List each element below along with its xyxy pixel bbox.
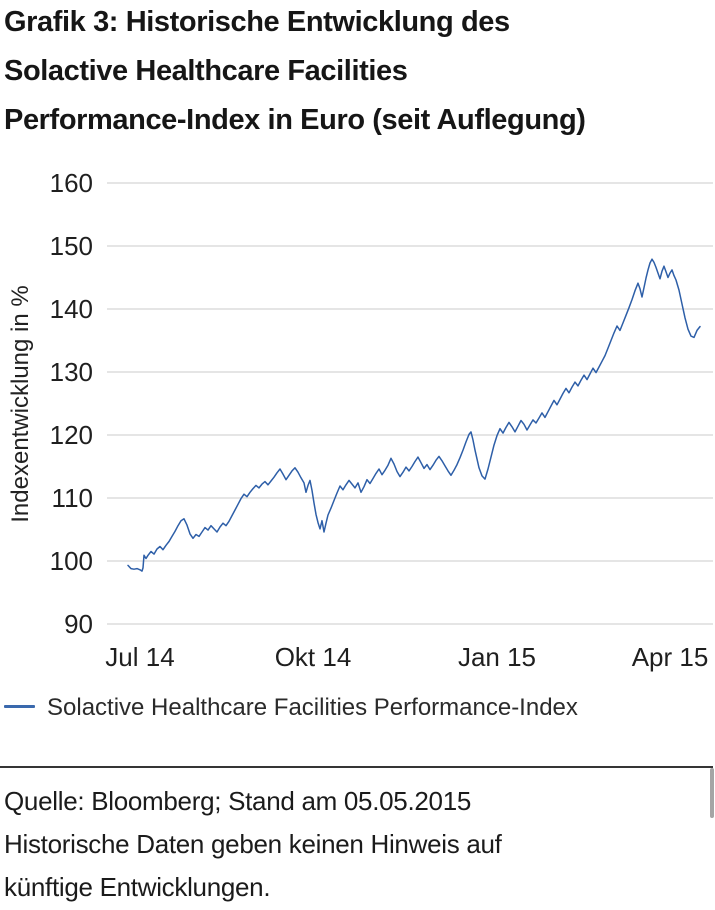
legend-label: Solactive Healthcare Facilities Performa…: [47, 694, 578, 721]
y-tick-label: 130: [49, 357, 93, 387]
y-tick-label: 100: [49, 546, 93, 576]
section-divider: [0, 766, 713, 768]
x-tick-label: Jul 14: [105, 642, 175, 672]
y-tick-label: 120: [49, 420, 93, 450]
scrollbar-thumb[interactable]: [710, 768, 714, 818]
x-tick-label: Okt 14: [274, 642, 352, 672]
y-tick-label: 150: [49, 231, 93, 261]
series-line: [127, 258, 701, 572]
y-tick-label: 110: [51, 483, 93, 513]
legend-line-marker: [4, 705, 35, 708]
y-tick-label: 90: [64, 609, 93, 639]
x-tick-label: Apr 15: [631, 642, 709, 672]
y-tick-label: 160: [49, 168, 93, 198]
source-note: Quelle: Bloomberg; Stand am 05.05.2015: [4, 786, 472, 816]
chart-title: Grafik 3: Historische Entwicklung des So…: [4, 6, 586, 136]
x-tick-label: Jan 15: [457, 642, 537, 672]
y-tick-label: 140: [49, 294, 93, 324]
disclaimer-note: Historische Daten geben keinen Hinweis a…: [4, 829, 502, 902]
